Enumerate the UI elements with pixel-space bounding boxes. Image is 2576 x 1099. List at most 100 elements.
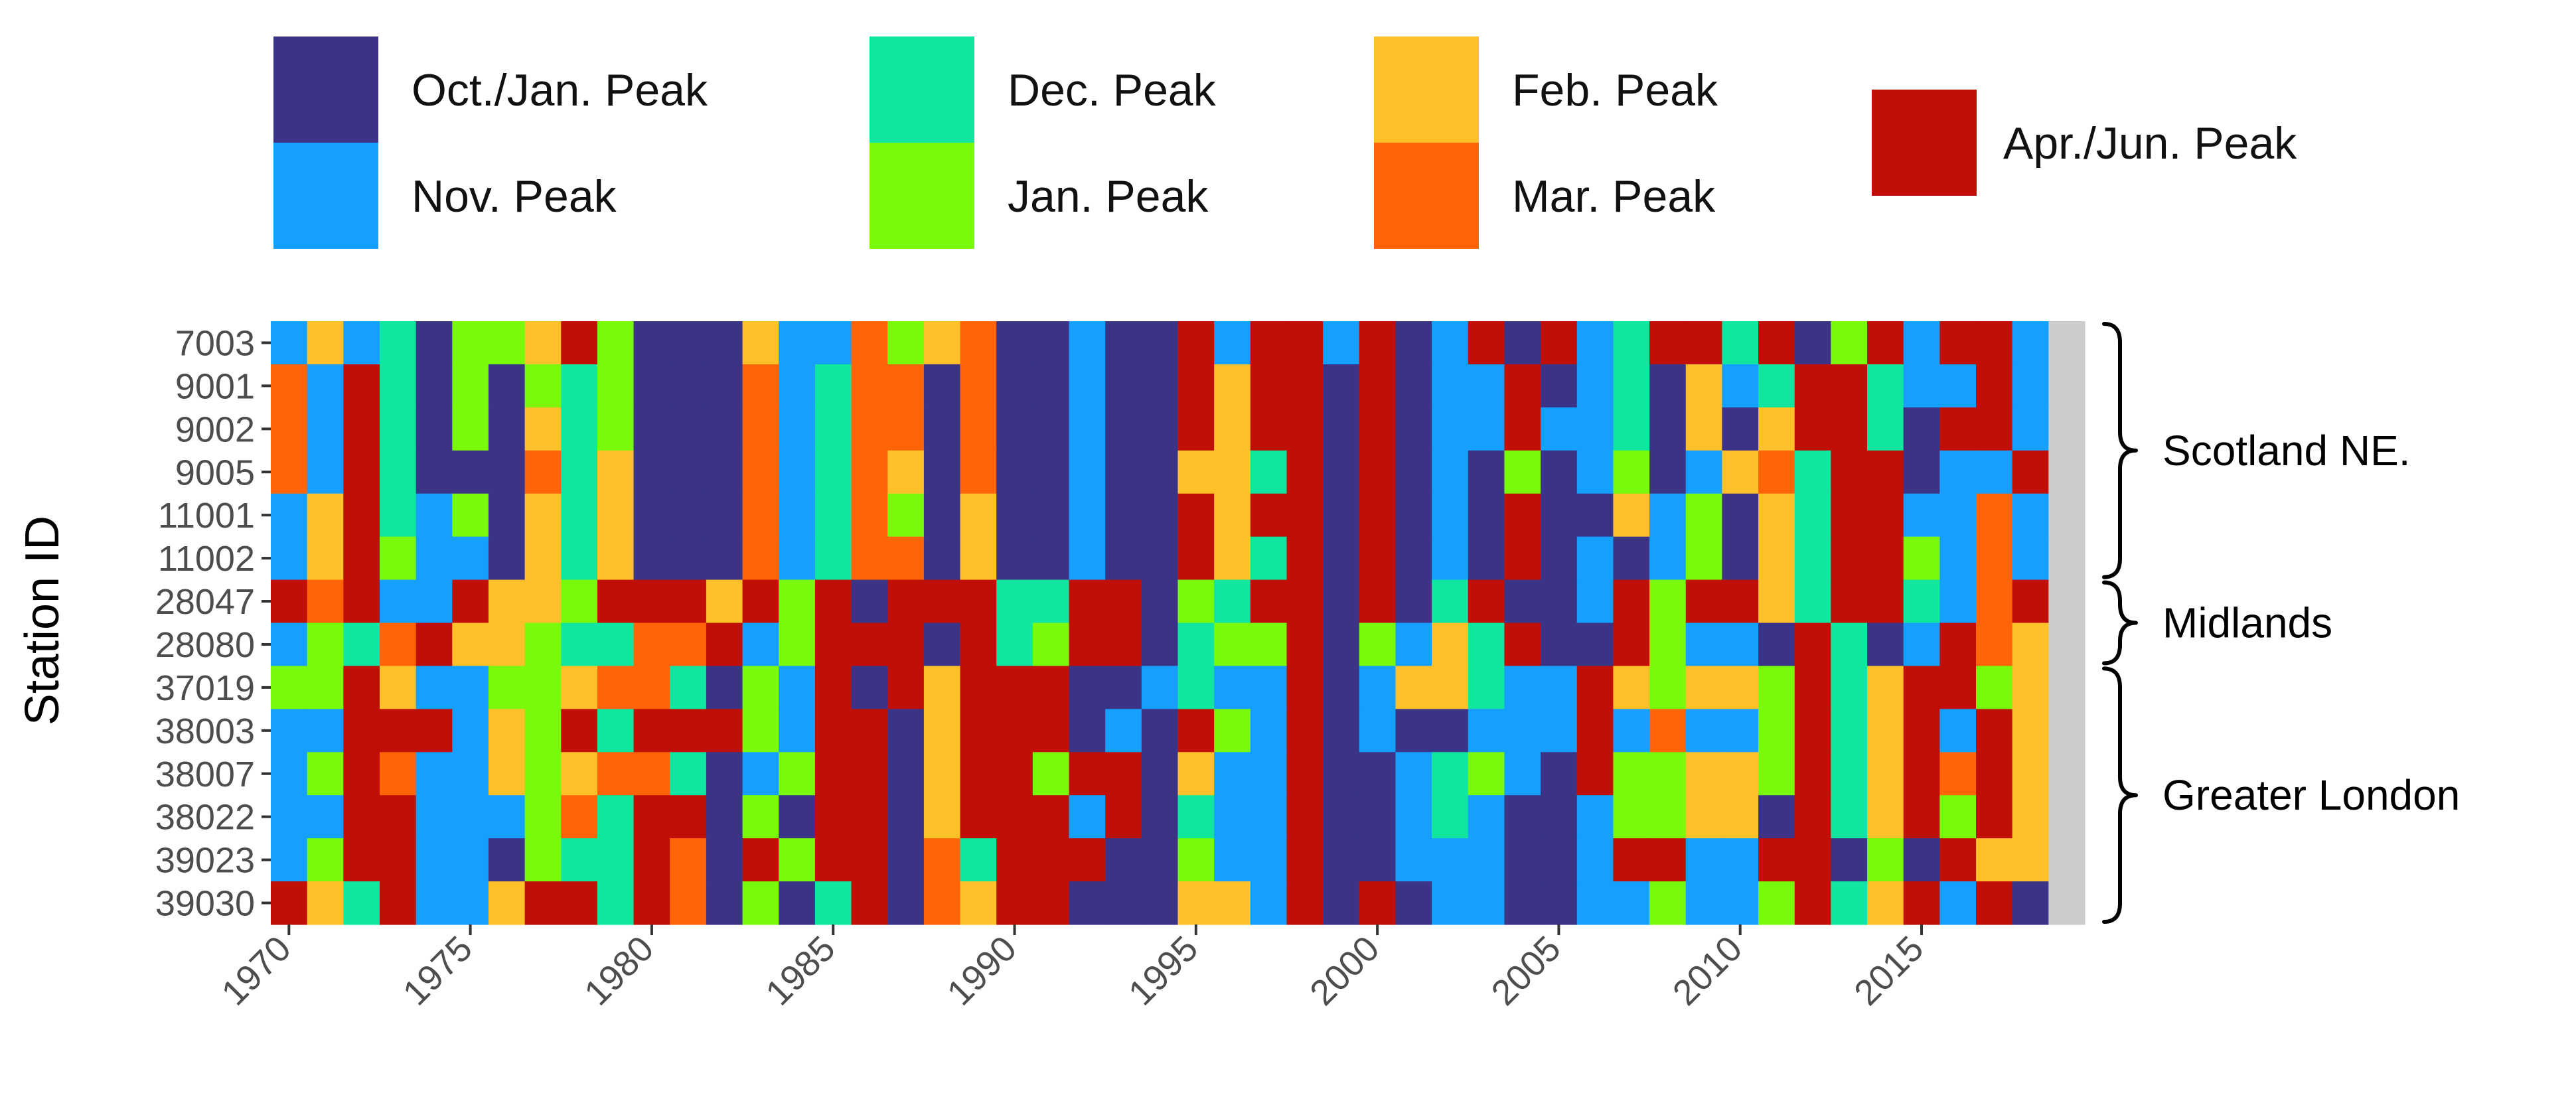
heatmap-cell — [1468, 752, 1505, 796]
heatmap-cell — [2048, 666, 2085, 709]
heatmap-cell — [488, 450, 526, 494]
heatmap-cell — [1214, 709, 1251, 753]
heatmap-cell — [1105, 709, 1142, 753]
heatmap-cell — [416, 666, 453, 709]
heatmap-cell — [706, 407, 743, 451]
y-tick-label: 9001 — [175, 366, 255, 406]
heatmap-cell — [1541, 536, 1578, 581]
heatmap-cell — [1758, 450, 1795, 494]
heatmap-cell — [1177, 709, 1215, 753]
heatmap-cell — [960, 838, 997, 882]
heatmap-cell — [416, 450, 453, 494]
heatmap-cell — [488, 321, 526, 365]
heatmap-cell — [1432, 795, 1469, 839]
heatmap-cell — [1867, 536, 1904, 581]
heatmap-cell — [706, 364, 743, 408]
heatmap-cell — [1250, 407, 1288, 451]
heatmap-cell — [1867, 364, 1904, 408]
heatmap-cell — [1976, 709, 2013, 753]
heatmap-cell — [814, 364, 852, 408]
heatmap-cell — [814, 536, 852, 581]
region-bracket — [2102, 322, 2138, 579]
heatmap-cell — [851, 752, 888, 796]
heatmap-cell — [1141, 321, 1179, 365]
heatmap-cell — [343, 579, 380, 624]
heatmap-cell — [1105, 321, 1142, 365]
heatmap-cell — [307, 709, 344, 753]
heatmap-cell — [1649, 364, 1687, 408]
heatmap-cell — [1069, 321, 1106, 365]
heatmap-cell — [1649, 752, 1687, 796]
heatmap-cell — [1177, 321, 1215, 365]
heatmap-cell — [1576, 364, 1614, 408]
heatmap-cell — [416, 407, 453, 451]
heatmap-cell — [1323, 450, 1360, 494]
heatmap-cell — [1541, 579, 1578, 624]
heatmap-cell — [742, 795, 779, 839]
heatmap-cell — [1323, 709, 1360, 753]
heatmap-cell — [1976, 752, 2013, 796]
heatmap-cell — [779, 709, 816, 753]
heatmap-cell — [1576, 493, 1614, 538]
y-tick-label: 9005 — [175, 453, 255, 492]
heatmap-cell — [1105, 795, 1142, 839]
heatmap-cell — [488, 709, 526, 753]
heatmap-cell — [1649, 709, 1687, 753]
heatmap-cell — [923, 752, 961, 796]
heatmap-cell — [2012, 838, 2049, 882]
heatmap-cell — [1613, 321, 1650, 365]
heatmap-cell — [488, 838, 526, 882]
legend-label: Dec. Peak — [1008, 65, 1217, 115]
heatmap-cell — [1468, 321, 1505, 365]
heatmap-cell — [416, 321, 453, 365]
heatmap-cell — [1685, 407, 1722, 451]
heatmap-cell — [1032, 623, 1070, 667]
heatmap-cell — [1323, 666, 1360, 709]
heatmap-cell — [1069, 623, 1106, 667]
heatmap-cell — [1976, 579, 2013, 624]
heatmap-cell — [597, 752, 635, 796]
heatmap-cell — [1105, 623, 1142, 667]
heatmap-cell — [1177, 579, 1215, 624]
heatmap-cell — [1722, 536, 1759, 581]
heatmap-cell — [1323, 321, 1360, 365]
heatmap-cell — [1831, 536, 1868, 581]
heatmap-cell — [597, 795, 635, 839]
heatmap-cell — [1685, 666, 1722, 709]
heatmap-cell — [1105, 666, 1142, 709]
heatmap-cell — [923, 493, 961, 538]
heatmap-cell — [923, 579, 961, 624]
heatmap-cell — [996, 450, 1033, 494]
heatmap-cell — [452, 666, 489, 709]
heatmap-cell — [271, 838, 308, 882]
heatmap-cell — [2012, 579, 2049, 624]
heatmap-cell — [271, 579, 308, 624]
heatmap-cell — [960, 450, 997, 494]
heatmap-cell — [452, 321, 489, 365]
heatmap-cell — [597, 493, 635, 538]
heatmap-cell — [1903, 623, 1940, 667]
heatmap-cell — [1903, 666, 1940, 709]
heatmap-cell — [633, 795, 670, 839]
heatmap-cell — [597, 579, 635, 624]
heatmap-cell — [814, 623, 852, 667]
heatmap-cell — [1105, 493, 1142, 538]
heatmap-cell — [996, 493, 1033, 538]
heatmap-cell — [633, 407, 670, 451]
heatmap-cell — [1649, 881, 1687, 925]
heatmap-cell — [1649, 450, 1687, 494]
heatmap-cell — [1359, 795, 1397, 839]
heatmap-cell — [1141, 838, 1179, 882]
heatmap-cell — [1105, 752, 1142, 796]
heatmap-cell — [1214, 881, 1251, 925]
heatmap-cell — [1504, 666, 1541, 709]
heatmap-cell — [1323, 795, 1360, 839]
heatmap-cell — [706, 881, 743, 925]
heatmap-cell — [1395, 752, 1432, 796]
heatmap-cell — [1504, 838, 1541, 882]
y-tick-label: 38003 — [155, 711, 255, 751]
heatmap-cell — [742, 321, 779, 365]
heatmap-cell — [1105, 450, 1142, 494]
heatmap-cell — [1504, 536, 1541, 581]
heatmap-cell — [779, 666, 816, 709]
